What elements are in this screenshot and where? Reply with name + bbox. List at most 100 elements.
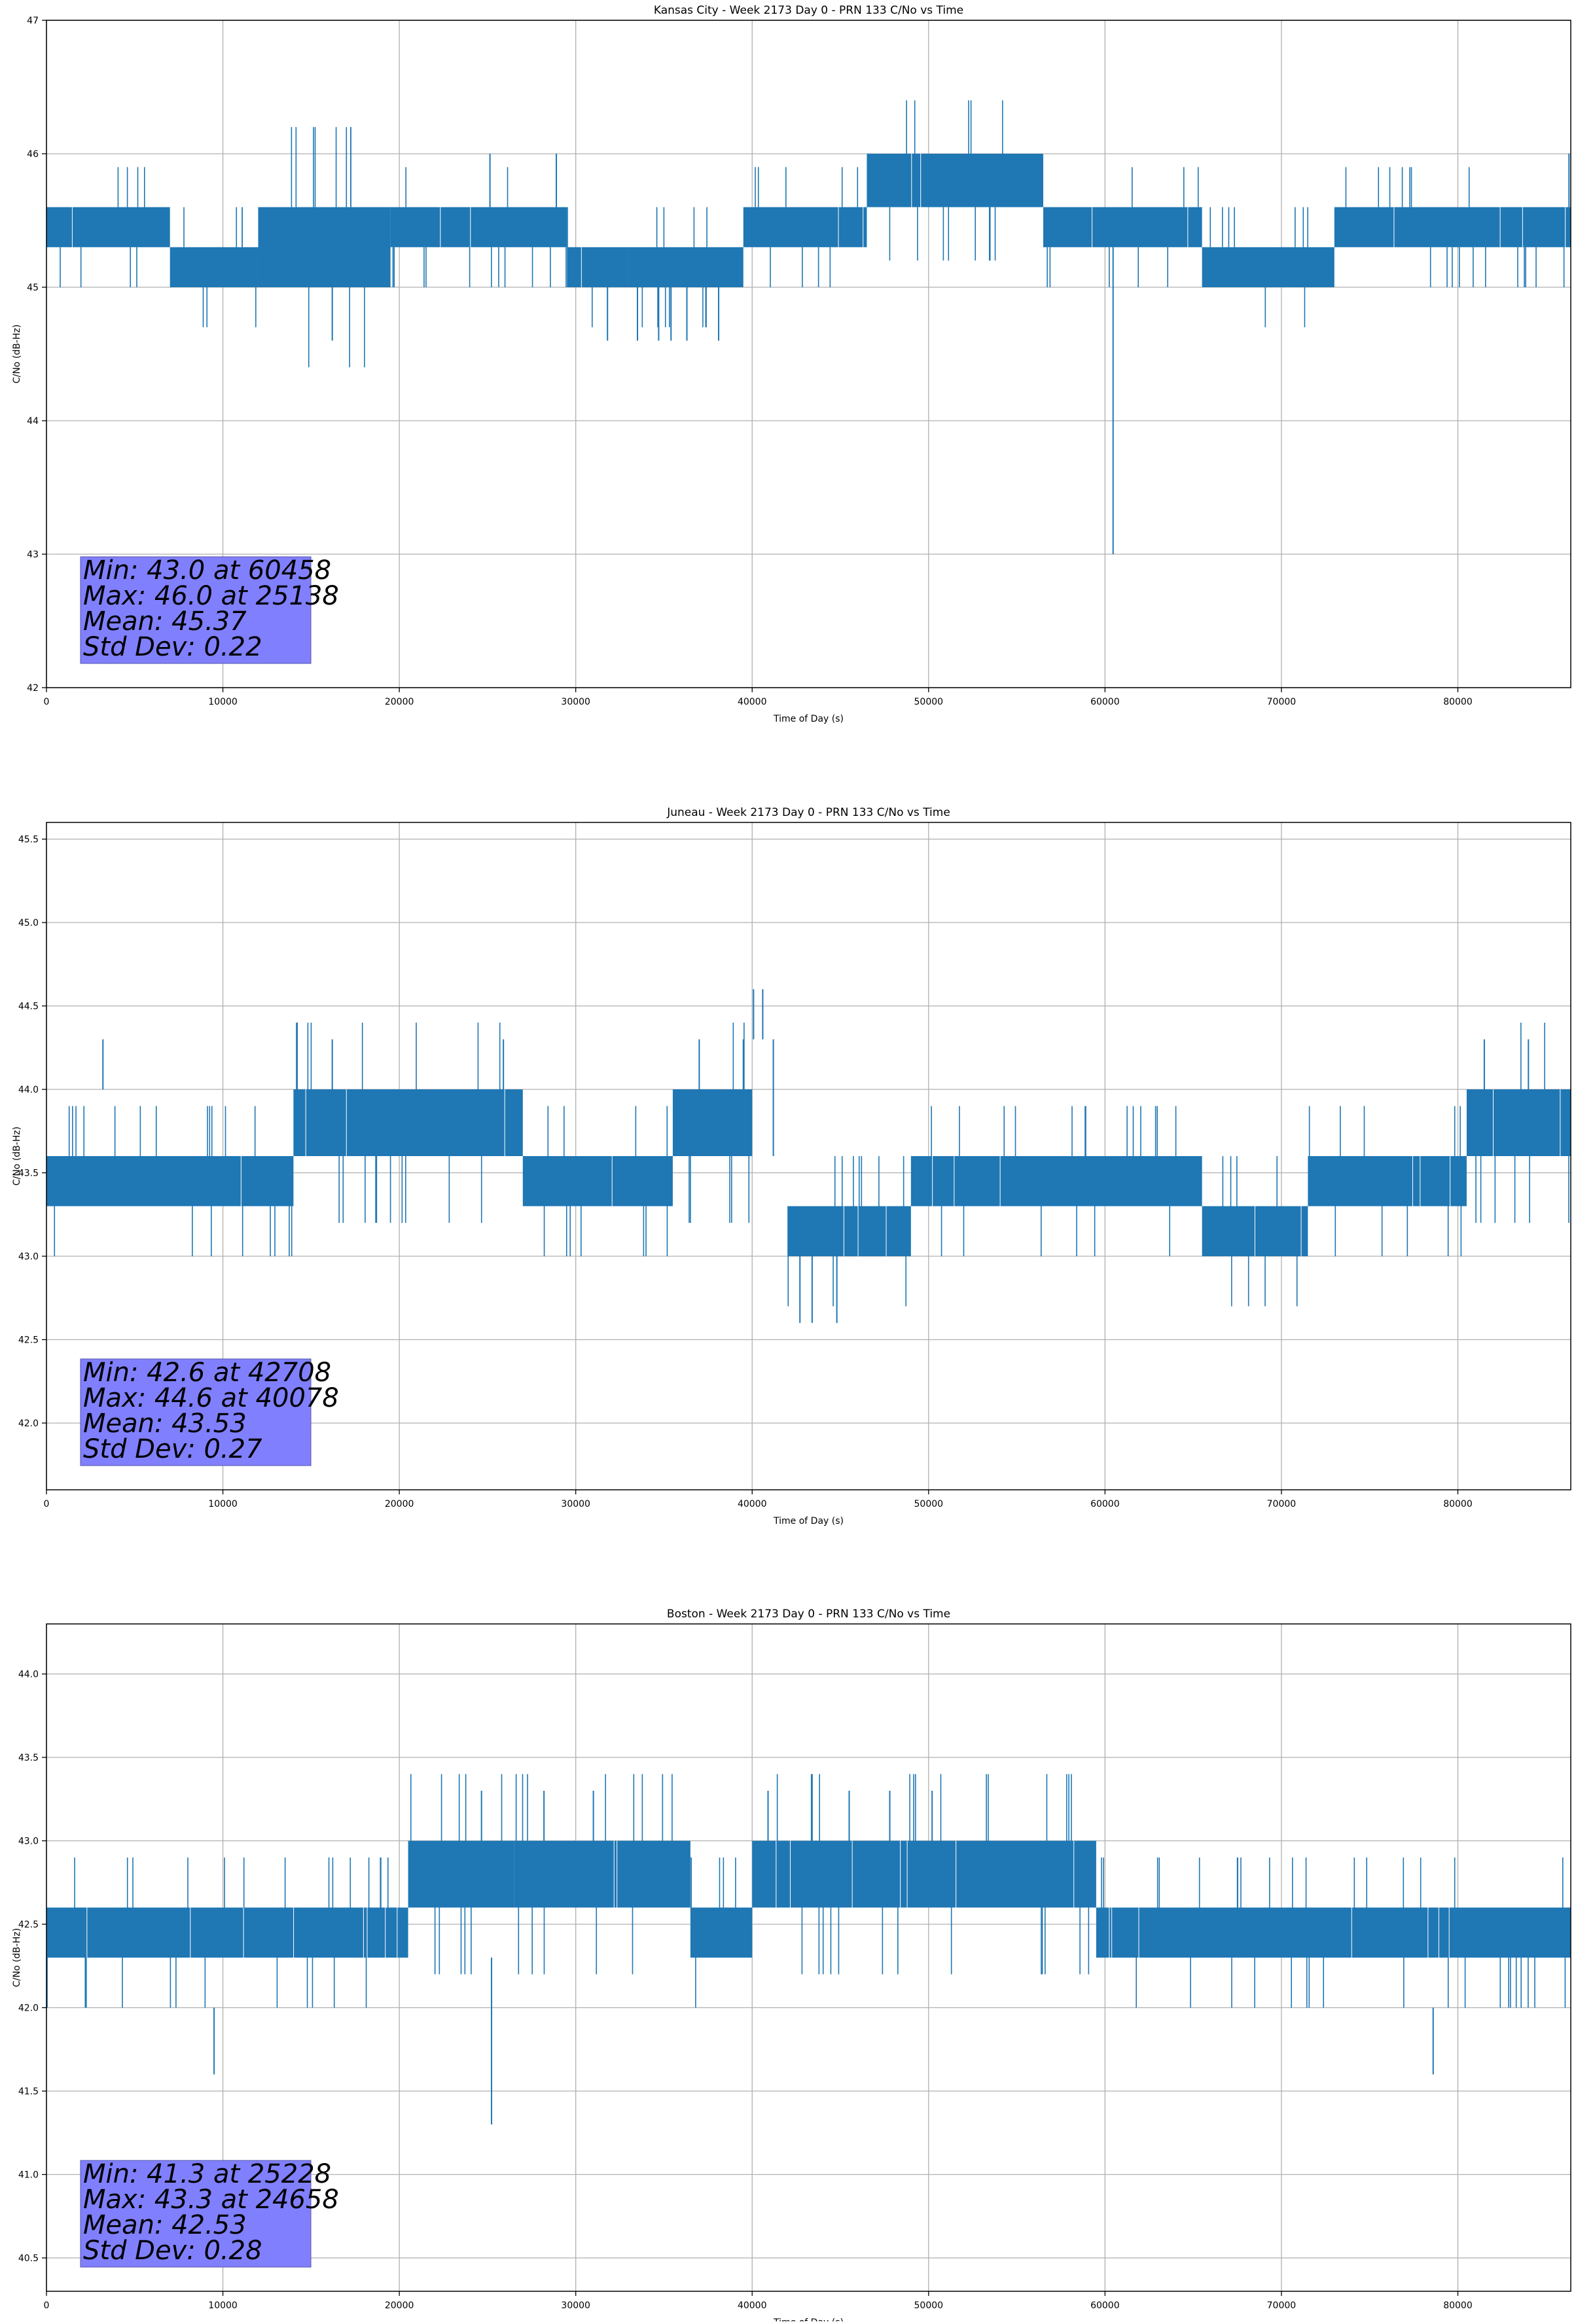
x-tick-label: 60000 xyxy=(1090,697,1120,707)
data-band xyxy=(522,1156,673,1206)
data-band xyxy=(910,1156,1202,1206)
data-band xyxy=(293,1089,523,1156)
data-series xyxy=(46,989,1571,1323)
data-band xyxy=(46,207,170,247)
stats-min-text: Min: 42.6 at 42708 xyxy=(83,1358,331,1388)
x-axis-label: Time of Day (s) xyxy=(773,2317,844,2321)
x-tick-label: 20000 xyxy=(385,1499,414,1509)
y-axis-label: C/No (dB-Hz) xyxy=(12,1928,22,1987)
y-tick-label: 45.0 xyxy=(18,918,39,928)
x-tick-label: 30000 xyxy=(561,1499,590,1509)
data-band xyxy=(1043,207,1202,247)
y-tick-label: 40.5 xyxy=(18,2253,39,2264)
y-tick-label: 44.5 xyxy=(18,1002,39,1012)
y-tick-label: 42.0 xyxy=(18,2003,39,2014)
data-band xyxy=(1466,1089,1571,1156)
y-tick-label: 44.0 xyxy=(18,1085,39,1095)
data-band xyxy=(390,207,567,247)
plot-frame xyxy=(46,20,1571,688)
stats-std-text: Std Dev: 0.27 xyxy=(83,1434,262,1464)
data-band xyxy=(170,247,259,287)
data-band xyxy=(1096,1907,1441,1958)
y-tick-label: 43.5 xyxy=(18,1169,39,1179)
x-tick-label: 70000 xyxy=(1267,1499,1297,1509)
y-tick-label: 46 xyxy=(27,149,39,160)
stats-mean-text: Mean: 45.37 xyxy=(83,607,247,637)
chart-title: Kansas City - Week 2173 Day 0 - PRN 133 … xyxy=(654,4,963,17)
y-tick-label: 42.0 xyxy=(18,1418,39,1429)
stats-max-text: Max: 43.3 at 24658 xyxy=(83,2185,339,2215)
x-tick-label: 40000 xyxy=(738,1499,767,1509)
chart-title: Boston - Week 2173 Day 0 - PRN 133 C/No … xyxy=(667,1608,950,1621)
data-band xyxy=(787,1206,911,1256)
data-band xyxy=(46,1907,408,1958)
stats-max-text: Max: 44.6 at 40078 xyxy=(83,1383,339,1413)
x-axis-label: Time of Day (s) xyxy=(773,1516,844,1526)
data-series xyxy=(46,100,1571,554)
y-tick-label: 45.5 xyxy=(18,835,39,845)
x-tick-label: 10000 xyxy=(208,697,238,707)
y-tick-label: 42 xyxy=(27,683,39,694)
data-band xyxy=(867,154,1044,207)
y-tick-label: 45 xyxy=(27,283,39,293)
x-tick-label: 0 xyxy=(44,2300,50,2311)
y-tick-label: 41.5 xyxy=(18,2086,39,2097)
stats-std-text: Std Dev: 0.22 xyxy=(83,632,262,662)
y-axis-label: C/No (dB-Hz) xyxy=(12,1127,22,1186)
data-band xyxy=(258,207,391,287)
plot-frame xyxy=(46,822,1571,1490)
data-band xyxy=(1440,1907,1571,1958)
x-tick-label: 80000 xyxy=(1443,2300,1473,2311)
y-tick-label: 44 xyxy=(27,416,39,427)
x-tick-label: 50000 xyxy=(914,697,944,707)
x-tick-label: 60000 xyxy=(1090,1499,1120,1509)
x-tick-label: 30000 xyxy=(561,697,590,707)
chart-title: Juneau - Week 2173 Day 0 - PRN 133 C/No … xyxy=(666,806,950,819)
x-tick-label: 80000 xyxy=(1443,1499,1473,1509)
stats-min-text: Min: 41.3 at 25228 xyxy=(83,2159,331,2189)
plot-frame xyxy=(46,1623,1571,2292)
x-tick-label: 50000 xyxy=(914,1499,944,1509)
x-tick-label: 50000 xyxy=(914,2300,944,2311)
x-axis-label: Time of Day (s) xyxy=(773,714,844,724)
stats-box xyxy=(80,1358,312,1466)
data-band xyxy=(1308,1156,1467,1206)
stats-box xyxy=(80,556,312,664)
y-axis-label: C/No (dB-Hz) xyxy=(12,325,22,383)
data-band xyxy=(690,1907,753,1958)
x-tick-label: 80000 xyxy=(1443,697,1473,707)
x-tick-label: 70000 xyxy=(1267,697,1297,707)
data-band xyxy=(672,1089,753,1156)
stats-std-text: Std Dev: 0.28 xyxy=(83,2236,262,2266)
stats-max-text: Max: 46.0 at 25138 xyxy=(83,581,339,611)
x-tick-label: 70000 xyxy=(1267,2300,1297,2311)
y-tick-label: 43.0 xyxy=(18,1252,39,1262)
data-band xyxy=(1202,247,1334,287)
x-tick-label: 40000 xyxy=(738,2300,767,2311)
data-band xyxy=(628,247,743,287)
data-band xyxy=(514,1840,690,1908)
data-band xyxy=(743,207,867,247)
stats-mean-text: Mean: 43.53 xyxy=(83,1409,247,1439)
x-tick-label: 30000 xyxy=(561,2300,590,2311)
data-band xyxy=(46,1156,294,1206)
x-tick-label: 20000 xyxy=(385,697,414,707)
data-band xyxy=(408,1840,514,1908)
y-tick-label: 42.5 xyxy=(18,1335,39,1346)
data-series xyxy=(46,1774,1571,2124)
data-band xyxy=(567,247,629,287)
chart-panel-1: 0 10000 20000 30000 40000 50000 60000 70000 8000… xyxy=(12,806,1571,1526)
chart-panel-0: 0 10000 20000 30000 40000 50000 60000 70000 8000… xyxy=(12,4,1571,724)
y-tick-label: 41.0 xyxy=(18,2170,39,2181)
stats-mean-text: Mean: 42.53 xyxy=(83,2210,247,2240)
y-tick-label: 47 xyxy=(27,16,39,26)
y-tick-label: 43.0 xyxy=(18,1837,39,1847)
x-tick-label: 0 xyxy=(44,697,50,707)
stats-min-text: Min: 43.0 at 60458 xyxy=(83,555,331,586)
x-tick-label: 40000 xyxy=(738,697,767,707)
x-tick-label: 60000 xyxy=(1090,2300,1120,2311)
y-tick-label: 44.0 xyxy=(18,1670,39,1680)
y-tick-label: 42.5 xyxy=(18,1920,39,1930)
